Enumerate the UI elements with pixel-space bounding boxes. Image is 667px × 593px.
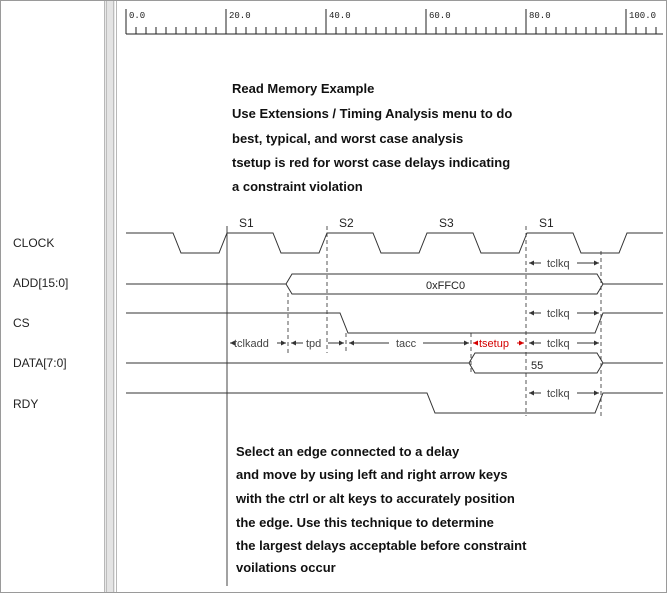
note-text: Select an edge connected to a delay xyxy=(236,444,460,459)
ruler-labels: 0.0 20.0 40.0 60.0 80.0 100.0 xyxy=(129,11,656,21)
note-text: the largest delays acceptable before con… xyxy=(236,538,527,553)
ruler-label: 40.0 xyxy=(329,11,351,21)
delay-label-tsetup[interactable]: tsetup xyxy=(479,338,509,350)
signal-name-data[interactable]: DATA[7:0] xyxy=(13,356,67,370)
note-text: Use Extensions / Timing Analysis menu to… xyxy=(232,106,513,121)
data-bus-value: 55 xyxy=(531,360,543,372)
delay-label-tclkq[interactable]: tclkq xyxy=(547,338,570,350)
note-text: and move by using left and right arrow k… xyxy=(236,467,508,482)
ruler-label: 80.0 xyxy=(529,11,551,21)
address-bus-value: 0xFFC0 xyxy=(426,280,465,292)
note-text: a constraint violation xyxy=(232,179,363,194)
note-text: with the ctrl or alt keys to accurately … xyxy=(236,491,515,506)
state-label: S3 xyxy=(439,216,454,230)
address-bus-waveform[interactable] xyxy=(126,273,663,295)
note-text: the edge. Use this technique to determin… xyxy=(236,515,494,530)
note-text: best, typical, and worst case analysis xyxy=(232,131,464,146)
state-label: S1 xyxy=(239,216,254,230)
data-bus-waveform[interactable] xyxy=(126,352,663,374)
ruler-ticks xyxy=(125,9,657,34)
delay-label-tclkq[interactable]: tclkq xyxy=(547,388,570,400)
signal-name-rdy[interactable]: RDY xyxy=(13,397,39,411)
ruler-label: 20.0 xyxy=(229,11,251,21)
ruler-label: 100.0 xyxy=(629,11,656,21)
ruler-label: 0.0 xyxy=(129,11,145,21)
delay-label-tclkq[interactable]: tclkq xyxy=(547,308,570,320)
clock-waveform[interactable] xyxy=(126,232,663,254)
delay-label-tclkq[interactable]: tclkq xyxy=(547,258,570,270)
state-label: S2 xyxy=(339,216,354,230)
note-text: tsetup is red for worst case delays indi… xyxy=(232,155,511,170)
state-label: S1 xyxy=(539,216,554,230)
signal-name-cs[interactable]: CS xyxy=(13,316,30,330)
delay-label-tacc[interactable]: tacc xyxy=(396,338,417,350)
ruler-label: 60.0 xyxy=(429,11,451,21)
delay-label-tpd[interactable]: tpd xyxy=(306,338,321,350)
signal-name-address[interactable]: ADD[15:0] xyxy=(13,276,69,290)
signal-name-pane: CLOCK ADD[15:0] CS DATA[7:0] RDY xyxy=(1,1,103,592)
splitter-grip[interactable] xyxy=(106,1,114,592)
note-text: Read Memory Example xyxy=(232,81,375,96)
pane-splitter[interactable] xyxy=(103,1,117,592)
rdy-waveform[interactable] xyxy=(126,392,663,414)
delay-label-tclkadd[interactable]: tclkadd xyxy=(234,338,269,350)
cs-waveform[interactable] xyxy=(126,312,663,334)
time-ruler: 0.0 20.0 40.0 60.0 80.0 100.0 xyxy=(125,9,663,35)
signal-name-clock[interactable]: CLOCK xyxy=(13,236,55,250)
note-text: voilations occur xyxy=(236,560,336,575)
